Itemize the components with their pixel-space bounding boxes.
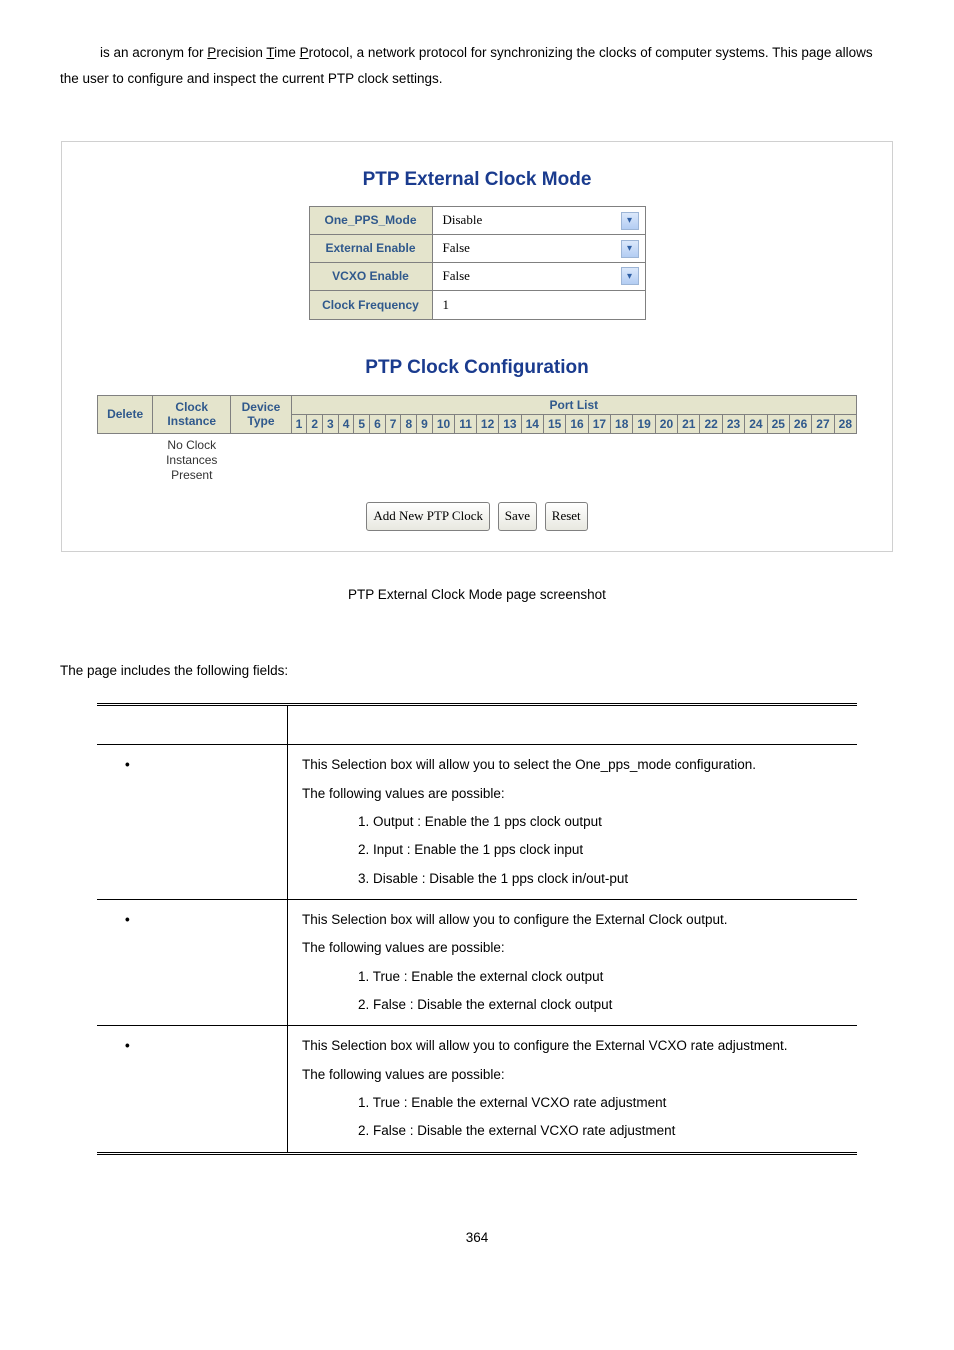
ext-label: Clock Frequency (309, 290, 432, 320)
port-col-2: 2 (307, 414, 323, 433)
col-delete: Delete (98, 395, 153, 434)
port-col-27: 27 (812, 414, 834, 433)
intro-u-t: T (266, 45, 274, 60)
ext-label: One_PPS_Mode (309, 207, 432, 235)
port-col-6: 6 (370, 414, 386, 433)
ext-clock-table: One_PPS_ModeDisable▾External EnableFalse… (309, 206, 646, 320)
port-col-28: 28 (834, 414, 856, 433)
fields-intro: The page includes the following fields: (60, 658, 894, 684)
port-col-5: 5 (354, 414, 370, 433)
intro-u-p: P (207, 45, 216, 60)
save-button[interactable]: Save (498, 502, 537, 531)
port-col-11: 11 (455, 414, 477, 433)
port-col-17: 17 (588, 414, 610, 433)
intro-u-pr: P (300, 45, 309, 60)
field-object (97, 1032, 287, 1060)
button-row: Add New PTP Clock Save Reset (77, 502, 877, 531)
reset-button[interactable]: Reset (545, 502, 588, 531)
port-col-25: 25 (767, 414, 789, 433)
intro-text: is an acronym for (100, 45, 207, 60)
port-col-19: 19 (633, 414, 655, 433)
field-description: This Selection box will allow you to con… (288, 900, 858, 1026)
ext-label: VCXO Enable (309, 262, 432, 290)
field-object (97, 751, 287, 779)
port-col-15: 15 (543, 414, 565, 433)
field-object (97, 906, 287, 934)
port-col-24: 24 (745, 414, 767, 433)
port-col-22: 22 (700, 414, 722, 433)
ext-value[interactable]: False▾ (432, 262, 645, 290)
port-col-16: 16 (566, 414, 588, 433)
col-instance: Clock Instance (153, 395, 231, 434)
field-description: This Selection box will allow you to con… (288, 1026, 858, 1153)
ext-value[interactable]: 1 (432, 290, 645, 320)
screenshot-region: PTP External Clock Mode One_PPS_ModeDisa… (61, 141, 893, 552)
fields-table: This Selection box will allow you to sel… (97, 703, 857, 1154)
port-col-26: 26 (789, 414, 811, 433)
port-col-7: 7 (385, 414, 401, 433)
ext-value[interactable]: False▾ (432, 235, 645, 263)
port-col-23: 23 (722, 414, 744, 433)
add-ptp-clock-button[interactable]: Add New PTP Clock (366, 502, 490, 531)
ext-value[interactable]: Disable▾ (432, 207, 645, 235)
intro-paragraph: is an acronym for Precision Time Protoco… (60, 40, 894, 91)
port-col-4: 4 (338, 414, 354, 433)
port-col-18: 18 (611, 414, 633, 433)
no-instances: No Clock Instances Present (153, 434, 231, 488)
screenshot-caption: PTP External Clock Mode page screenshot (60, 582, 894, 608)
ext-label: External Enable (309, 235, 432, 263)
port-col-8: 8 (401, 414, 417, 433)
port-col-13: 13 (499, 414, 521, 433)
chevron-down-icon[interactable]: ▾ (621, 240, 639, 258)
port-col-3: 3 (323, 414, 339, 433)
clk-config-title: PTP Clock Configuration (77, 350, 877, 386)
page-number: 364 (60, 1225, 894, 1251)
chevron-down-icon[interactable]: ▾ (621, 212, 639, 230)
port-col-14: 14 (521, 414, 543, 433)
port-col-21: 21 (678, 414, 700, 433)
col-portlist: Port List (291, 395, 856, 414)
port-col-9: 9 (417, 414, 433, 433)
port-col-1: 1 (291, 414, 307, 433)
ext-clock-title: PTP External Clock Mode (77, 162, 877, 198)
clk-config-table: Delete Clock Instance Device Type Port L… (97, 395, 857, 488)
port-col-20: 20 (655, 414, 677, 433)
port-col-10: 10 (432, 414, 454, 433)
col-device: Device Type (231, 395, 291, 434)
field-description: This Selection box will allow you to sel… (288, 745, 858, 900)
chevron-down-icon[interactable]: ▾ (621, 267, 639, 285)
port-col-12: 12 (476, 414, 498, 433)
